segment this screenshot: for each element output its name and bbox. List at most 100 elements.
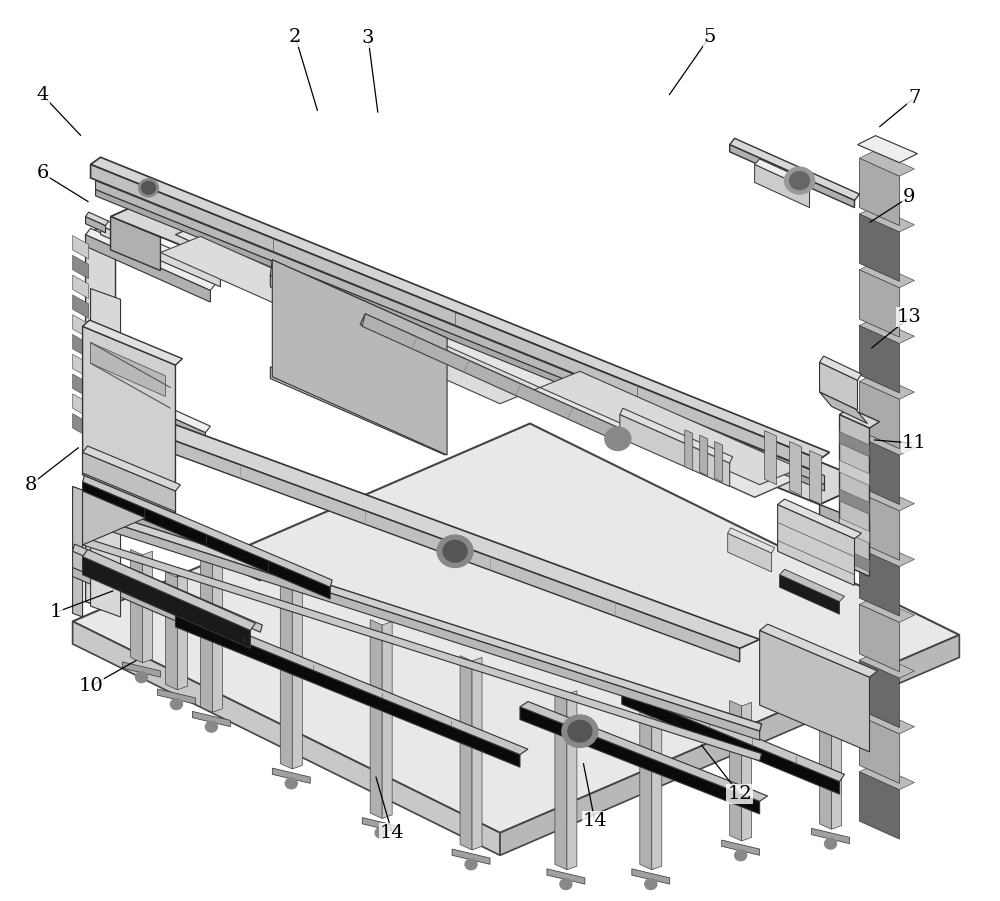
Text: 14: 14 (380, 824, 405, 842)
Polygon shape (111, 216, 160, 270)
Polygon shape (540, 371, 800, 485)
Text: 11: 11 (902, 434, 927, 452)
Polygon shape (860, 159, 899, 225)
Polygon shape (840, 432, 869, 457)
Polygon shape (86, 216, 106, 232)
Circle shape (437, 535, 473, 568)
Polygon shape (567, 691, 577, 869)
Circle shape (790, 171, 810, 189)
Polygon shape (175, 614, 520, 767)
Polygon shape (778, 505, 855, 586)
Text: 13: 13 (897, 308, 922, 326)
Polygon shape (520, 702, 768, 801)
Polygon shape (860, 653, 914, 678)
Polygon shape (272, 259, 447, 455)
Polygon shape (160, 236, 540, 404)
Text: 8: 8 (24, 476, 37, 494)
Polygon shape (360, 314, 625, 441)
Polygon shape (632, 869, 670, 884)
Polygon shape (840, 460, 869, 486)
Polygon shape (370, 620, 382, 818)
Polygon shape (73, 622, 500, 855)
Polygon shape (73, 295, 89, 318)
Polygon shape (832, 709, 842, 829)
Polygon shape (860, 437, 899, 505)
Polygon shape (73, 334, 89, 358)
Polygon shape (730, 139, 860, 200)
Circle shape (141, 181, 155, 194)
Text: 6: 6 (36, 164, 49, 182)
Polygon shape (820, 707, 832, 829)
Polygon shape (73, 314, 89, 338)
Polygon shape (101, 220, 225, 278)
Polygon shape (860, 430, 914, 455)
Polygon shape (820, 356, 861, 380)
Polygon shape (500, 635, 959, 855)
Polygon shape (86, 234, 116, 613)
Circle shape (136, 672, 147, 683)
Polygon shape (840, 518, 869, 543)
Polygon shape (778, 499, 861, 539)
Polygon shape (860, 660, 899, 728)
Polygon shape (91, 158, 830, 460)
Polygon shape (96, 189, 825, 491)
Polygon shape (860, 771, 899, 839)
Circle shape (465, 859, 477, 869)
Polygon shape (472, 658, 482, 850)
Text: 5: 5 (704, 28, 716, 46)
Polygon shape (858, 136, 917, 162)
Polygon shape (123, 662, 160, 678)
Polygon shape (520, 707, 760, 814)
Text: 7: 7 (908, 89, 921, 107)
Polygon shape (101, 225, 220, 287)
Polygon shape (157, 689, 195, 705)
Polygon shape (780, 569, 845, 602)
Polygon shape (91, 288, 121, 617)
Polygon shape (86, 378, 205, 444)
Polygon shape (728, 533, 772, 572)
Polygon shape (685, 430, 693, 470)
Circle shape (560, 878, 572, 889)
Polygon shape (640, 712, 652, 869)
Polygon shape (83, 550, 255, 631)
Polygon shape (177, 574, 187, 690)
Polygon shape (83, 514, 760, 741)
Polygon shape (83, 475, 332, 587)
Polygon shape (91, 164, 820, 473)
Polygon shape (212, 551, 222, 713)
Polygon shape (790, 441, 802, 496)
Polygon shape (73, 414, 89, 437)
Polygon shape (86, 372, 210, 432)
Polygon shape (86, 234, 210, 302)
Polygon shape (860, 709, 914, 734)
Polygon shape (860, 764, 914, 789)
Polygon shape (73, 394, 89, 417)
Polygon shape (715, 441, 723, 482)
Polygon shape (116, 410, 760, 649)
Polygon shape (860, 262, 914, 287)
Polygon shape (730, 701, 742, 841)
Polygon shape (812, 828, 850, 843)
Polygon shape (272, 768, 310, 783)
Polygon shape (270, 367, 445, 455)
Polygon shape (96, 180, 825, 485)
Polygon shape (83, 320, 182, 365)
Circle shape (562, 715, 598, 747)
Polygon shape (270, 259, 447, 353)
Polygon shape (73, 544, 262, 633)
Polygon shape (755, 159, 815, 189)
Polygon shape (820, 362, 858, 410)
Polygon shape (755, 164, 810, 207)
Polygon shape (362, 817, 400, 833)
Polygon shape (83, 506, 762, 732)
Polygon shape (86, 212, 109, 225)
Polygon shape (860, 206, 914, 232)
Circle shape (443, 541, 467, 562)
Circle shape (645, 878, 657, 889)
Polygon shape (860, 493, 899, 560)
Circle shape (205, 722, 217, 733)
Polygon shape (620, 408, 733, 463)
Polygon shape (555, 689, 567, 869)
Polygon shape (860, 214, 899, 281)
Polygon shape (165, 572, 177, 690)
